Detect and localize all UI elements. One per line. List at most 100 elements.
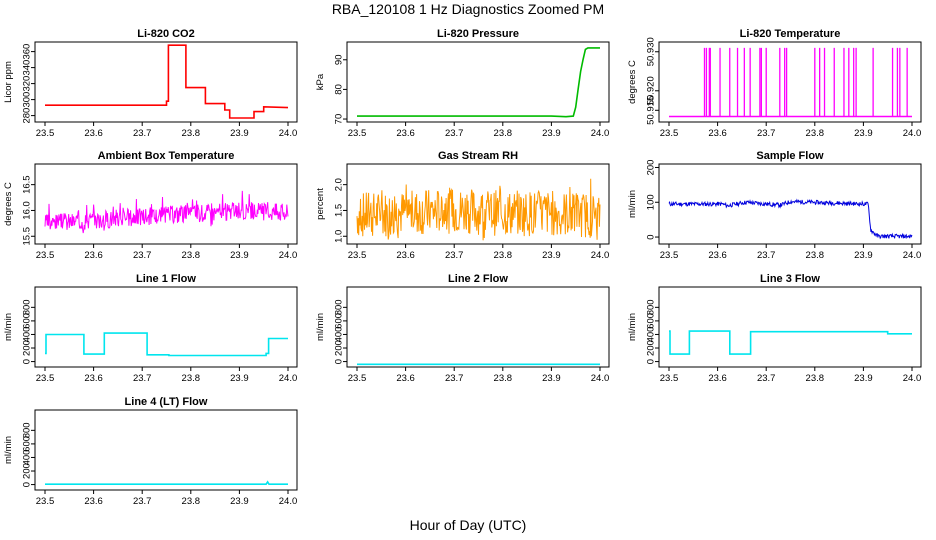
y-tick-label: 0 — [646, 234, 657, 239]
plot-frame — [658, 286, 922, 368]
chart-ambient_temp: Ambient Box Temperature degrees C 23.5 23.6… — [3, 150, 298, 261]
chart-title: Gas Stream RH — [438, 150, 518, 162]
y-tick-label: 200 — [646, 340, 657, 356]
x-tick-label: 23.7 — [133, 373, 152, 384]
x-tick-label: 23.6 — [708, 373, 727, 384]
y-tick-label: 400 — [22, 327, 33, 343]
x-tick-label: 23.7 — [757, 250, 776, 261]
x-tick-label: 23.8 — [494, 373, 513, 384]
x-tick-label: 23.7 — [133, 496, 152, 507]
x-tick-label: 23.8 — [182, 250, 201, 261]
x-tick-label: 24.0 — [903, 128, 922, 139]
y-tick-label: 16.5 — [22, 175, 33, 194]
x-tick-label: 23.7 — [445, 128, 464, 139]
y-tick-label: 600 — [22, 436, 33, 452]
plot-frame — [658, 41, 922, 123]
x-tick-label: 23.6 — [396, 373, 415, 384]
x-tick-label: 23.5 — [36, 250, 55, 261]
x-tick-label: 23.8 — [182, 128, 201, 139]
chart-title: Li-820 Temperature — [740, 28, 841, 40]
x-tick-label: 23.9 — [854, 128, 873, 139]
plot-frame — [34, 163, 298, 245]
chart-rh: Gas Stream RH percent 23.5 23.6 23.7 23.8 23.9… — [315, 150, 610, 261]
chart-title: Li-820 Pressure — [437, 28, 519, 40]
page-title: RBA_120108 1 Hz Diagnostics Zoomed PM — [331, 1, 605, 17]
x-tick-label: 23.6 — [84, 128, 103, 139]
series-line-rh — [356, 178, 601, 241]
chart-title: Line 4 (LT) Flow — [125, 396, 208, 408]
y-tick-label: 340 — [22, 60, 33, 76]
y-tick-label: 280 — [22, 108, 33, 124]
x-tick-label: 23.6 — [708, 128, 727, 139]
y-tick-label: 50.915 — [646, 96, 657, 125]
x-tick-label: 24.0 — [279, 496, 298, 507]
chart-pressure: Li-820 Pressure kPa 23.5 23.6 23.7 23.8 23.9 24… — [315, 28, 610, 139]
y-tick-label: 200 — [22, 463, 33, 479]
y-tick-label: 70 — [334, 114, 345, 125]
y-axis-label: ml/min — [3, 313, 14, 341]
series-line-line3 — [669, 330, 912, 355]
x-tick-label: 23.8 — [182, 496, 201, 507]
x-tick-label: 24.0 — [279, 128, 298, 139]
y-axis-label: ml/min — [627, 190, 638, 218]
chart-title: Line 1 Flow — [136, 273, 196, 285]
x-tick-label: 23.6 — [396, 128, 415, 139]
series-line-line4 — [45, 480, 288, 486]
y-axis-label: kPa — [315, 73, 326, 90]
y-tick-label: 200 — [334, 340, 345, 356]
chart-line1: Line 1 Flow ml/min 23.5 23.6 23.7 23.8 23.9 24.… — [3, 273, 298, 384]
plot-frame — [34, 409, 298, 491]
x-tick-label: 24.0 — [279, 373, 298, 384]
chart-title: Line 2 Flow — [448, 273, 508, 285]
y-tick-label: 800 — [22, 299, 33, 315]
plot-frame — [346, 286, 610, 368]
series-line-ambient_temp — [44, 190, 289, 234]
chart-line4: Line 4 (LT) Flow ml/min 23.5 23.6 23.7 23.8 23… — [3, 396, 298, 507]
x-tick-label: 23.6 — [84, 250, 103, 261]
chart-title: Ambient Box Temperature — [98, 150, 235, 162]
x-tick-label: 23.7 — [133, 128, 152, 139]
x-tick-label: 23.8 — [806, 128, 825, 139]
y-tick-label: 1.5 — [334, 204, 345, 217]
chart-title: Line 3 Flow — [760, 273, 820, 285]
x-tick-label: 23.9 — [230, 128, 249, 139]
x-tick-label: 23.6 — [396, 250, 415, 261]
chart-licor_temp: Li-820 Temperature degrees C 23.5 23.6 23.7 2… — [627, 28, 922, 139]
x-tick-label: 23.9 — [542, 128, 561, 139]
x-tick-label: 23.8 — [494, 128, 513, 139]
x-tick-label: 23.8 — [494, 250, 513, 261]
series-line-pressure — [357, 47, 600, 118]
series-line-co2 — [45, 44, 289, 119]
x-tick-label: 23.5 — [348, 128, 367, 139]
y-tick-label: 15.5 — [22, 227, 33, 246]
x-tick-label: 23.6 — [84, 496, 103, 507]
x-tick-label: 24.0 — [279, 250, 298, 261]
y-tick-label: 800 — [646, 299, 657, 315]
series-line-line1 — [45, 332, 288, 357]
y-tick-label: 50.920 — [646, 76, 657, 105]
x-tick-label: 23.7 — [445, 373, 464, 384]
y-tick-label: 400 — [22, 450, 33, 466]
plot-frame — [346, 41, 610, 123]
y-tick-label: 360 — [22, 44, 33, 60]
y-tick-label: 600 — [22, 313, 33, 329]
x-tick-label: 23.5 — [36, 128, 55, 139]
x-tick-label: 23.9 — [230, 496, 249, 507]
x-tick-label: 24.0 — [903, 250, 922, 261]
plot-frame — [34, 41, 298, 123]
x-tick-label: 24.0 — [903, 373, 922, 384]
plot-frame — [34, 286, 298, 368]
y-tick-label: 90 — [334, 54, 345, 65]
y-tick-label: 400 — [334, 327, 345, 343]
x-axis-label: Hour of Day (UTC) — [409, 517, 527, 533]
y-tick-label: 80 — [334, 84, 345, 95]
y-tick-label: 1.0 — [334, 230, 345, 243]
x-tick-label: 23.9 — [542, 250, 561, 261]
y-axis-label: percent — [315, 188, 326, 220]
x-tick-label: 23.5 — [660, 250, 679, 261]
y-axis-label: ml/min — [315, 313, 326, 341]
x-tick-label: 23.9 — [230, 373, 249, 384]
x-tick-label: 24.0 — [591, 250, 610, 261]
x-tick-label: 23.9 — [542, 373, 561, 384]
